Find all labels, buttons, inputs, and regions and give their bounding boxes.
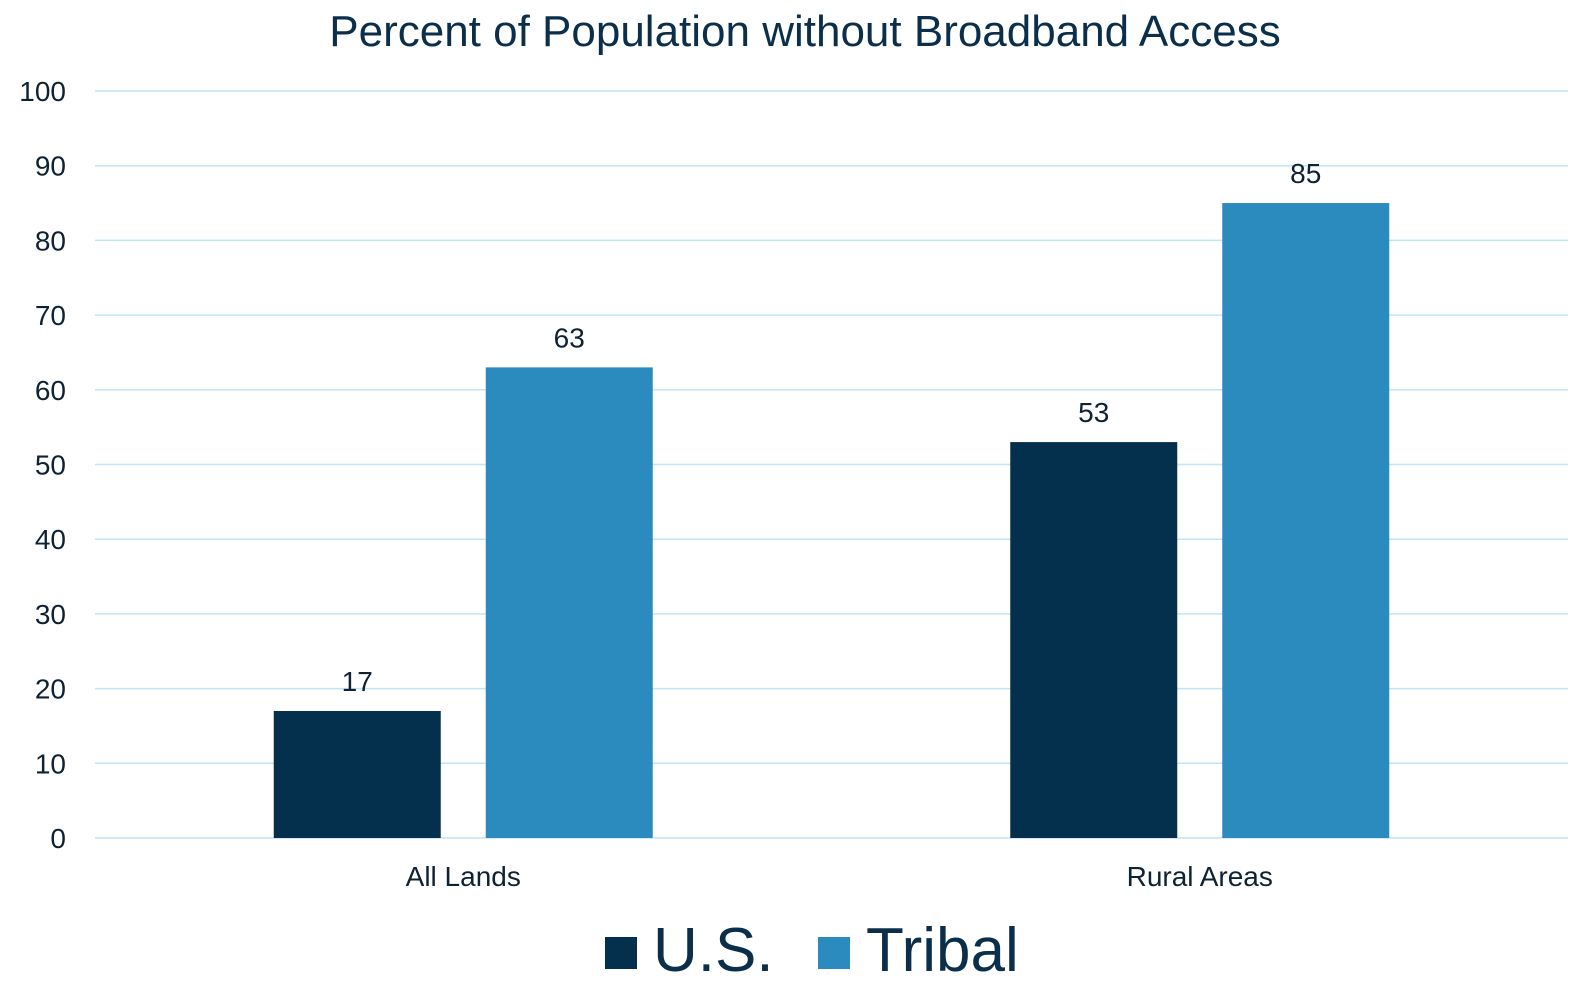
y-tick-label: 0 — [50, 823, 66, 854]
x-axis-category-labels: All Lands Rural Areas — [406, 861, 1273, 892]
x-category-label: All Lands — [406, 861, 521, 892]
bars — [273, 203, 1390, 839]
y-tick-label: 30 — [35, 599, 66, 630]
data-labels: 17 63 53 85 — [342, 158, 1322, 697]
y-tick-label: 100 — [19, 76, 66, 107]
bar-tribal-1 — [1222, 203, 1390, 839]
chart-title: Percent of Population without Broadband … — [329, 7, 1281, 56]
bar-us-0 — [273, 711, 441, 838]
data-label: 63 — [554, 322, 585, 353]
bar-us-1 — [1010, 442, 1178, 838]
data-label: 85 — [1290, 158, 1321, 189]
y-tick-label: 50 — [35, 450, 66, 481]
legend-label: U.S. — [653, 916, 774, 984]
y-axis-tick-labels: 0 10 20 30 40 50 60 70 80 90 100 — [19, 76, 66, 854]
data-label: 17 — [342, 666, 373, 697]
legend-swatch-tribal — [818, 937, 850, 969]
y-tick-label: 80 — [35, 225, 66, 256]
x-category-label: Rural Areas — [1127, 861, 1273, 892]
y-tick-label: 90 — [35, 151, 66, 182]
y-tick-label: 40 — [35, 524, 66, 555]
y-tick-label: 70 — [35, 300, 66, 331]
data-label: 53 — [1078, 397, 1109, 428]
legend: U.S. Tribal — [605, 916, 1019, 984]
legend-swatch-us — [605, 937, 637, 969]
bar-tribal-0 — [485, 367, 653, 838]
y-tick-label: 20 — [35, 674, 66, 705]
y-tick-label: 60 — [35, 375, 66, 406]
y-tick-label: 10 — [35, 748, 66, 779]
legend-label: Tribal — [866, 916, 1019, 984]
